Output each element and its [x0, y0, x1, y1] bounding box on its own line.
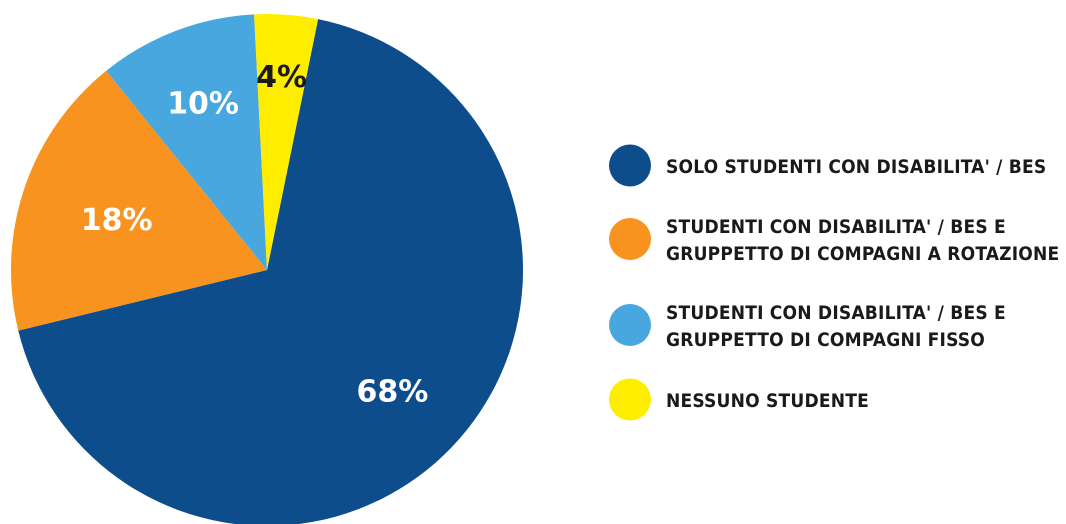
pie-slice-2	[11, 70, 267, 331]
legend-label-1-line-1: SOLO STUDENTI CON DISABILITA' / BES	[666, 156, 1046, 178]
legend-marker-3	[609, 304, 651, 346]
pie-slice-labels: 68% 18% 10% 4%	[81, 60, 429, 410]
legend-label-3-line-1: STUDENTI CON DISABILITA' / BES E	[666, 302, 1006, 324]
legend-marker-4	[609, 378, 651, 421]
pie-slice-4	[254, 14, 319, 271]
slice-label-3: 10%	[167, 87, 239, 122]
legend-entry-3: STUDENTI CON DISABILITA' / BES E GRUPPETT…	[609, 302, 1006, 351]
pie-slice-1	[18, 19, 523, 524]
slice-label-4: 4%	[256, 60, 307, 95]
legend-marker-2	[609, 218, 651, 260]
legend-label-2-line-1: STUDENTI CON DISABILITA' / BES E	[666, 216, 1006, 238]
legend-label-3-line-2: GRUPPETTO DI COMPAGNI FISSO	[666, 329, 985, 351]
pie-slice-3	[106, 14, 267, 270]
legend-label-2-line-2: GRUPPETTO DI COMPAGNI A ROTAZIONE	[666, 243, 1059, 265]
legend-label-4-line-1: NESSUNO STUDENTE	[666, 390, 869, 412]
legend-entry-1: SOLO STUDENTI CON DISABILITA' / BES	[609, 144, 1046, 187]
slice-label-2: 18%	[81, 203, 153, 238]
legend-marker-1	[609, 144, 651, 187]
slice-label-1: 68%	[356, 375, 428, 410]
legend-entry-4: NESSUNO STUDENTE	[609, 378, 869, 421]
pie-slices	[11, 14, 523, 524]
legend-entry-2: STUDENTI CON DISABILITA' / BES E GRUPPETT…	[609, 216, 1059, 265]
legend: SOLO STUDENTI CON DISABILITA' / BES STUDE…	[609, 144, 1059, 421]
